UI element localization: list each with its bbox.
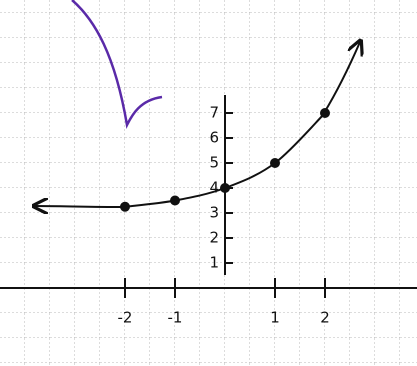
x-tick-label: 1 bbox=[270, 309, 280, 327]
point bbox=[320, 108, 330, 118]
point bbox=[220, 183, 230, 193]
y-tick-label: 1 bbox=[209, 254, 219, 272]
point bbox=[170, 196, 180, 206]
y-tick-label: 6 bbox=[209, 129, 219, 147]
y-tick-label: 4 bbox=[209, 179, 219, 197]
y-tick-label: 2 bbox=[209, 229, 219, 247]
x-tick-label: -1 bbox=[168, 309, 183, 327]
point bbox=[120, 202, 130, 212]
curve-extension-left bbox=[35, 206, 123, 207]
x-tick-label: 2 bbox=[320, 309, 330, 327]
y-tick-label: 3 bbox=[209, 204, 219, 222]
y-tick-label: 5 bbox=[209, 154, 219, 172]
y-tick-label: 7 bbox=[209, 104, 219, 122]
point bbox=[270, 158, 280, 168]
x-tick-label: -2 bbox=[118, 309, 133, 327]
chart: -2 -1 1 2 1 2 3 4 5 6 7 bbox=[0, 0, 417, 366]
